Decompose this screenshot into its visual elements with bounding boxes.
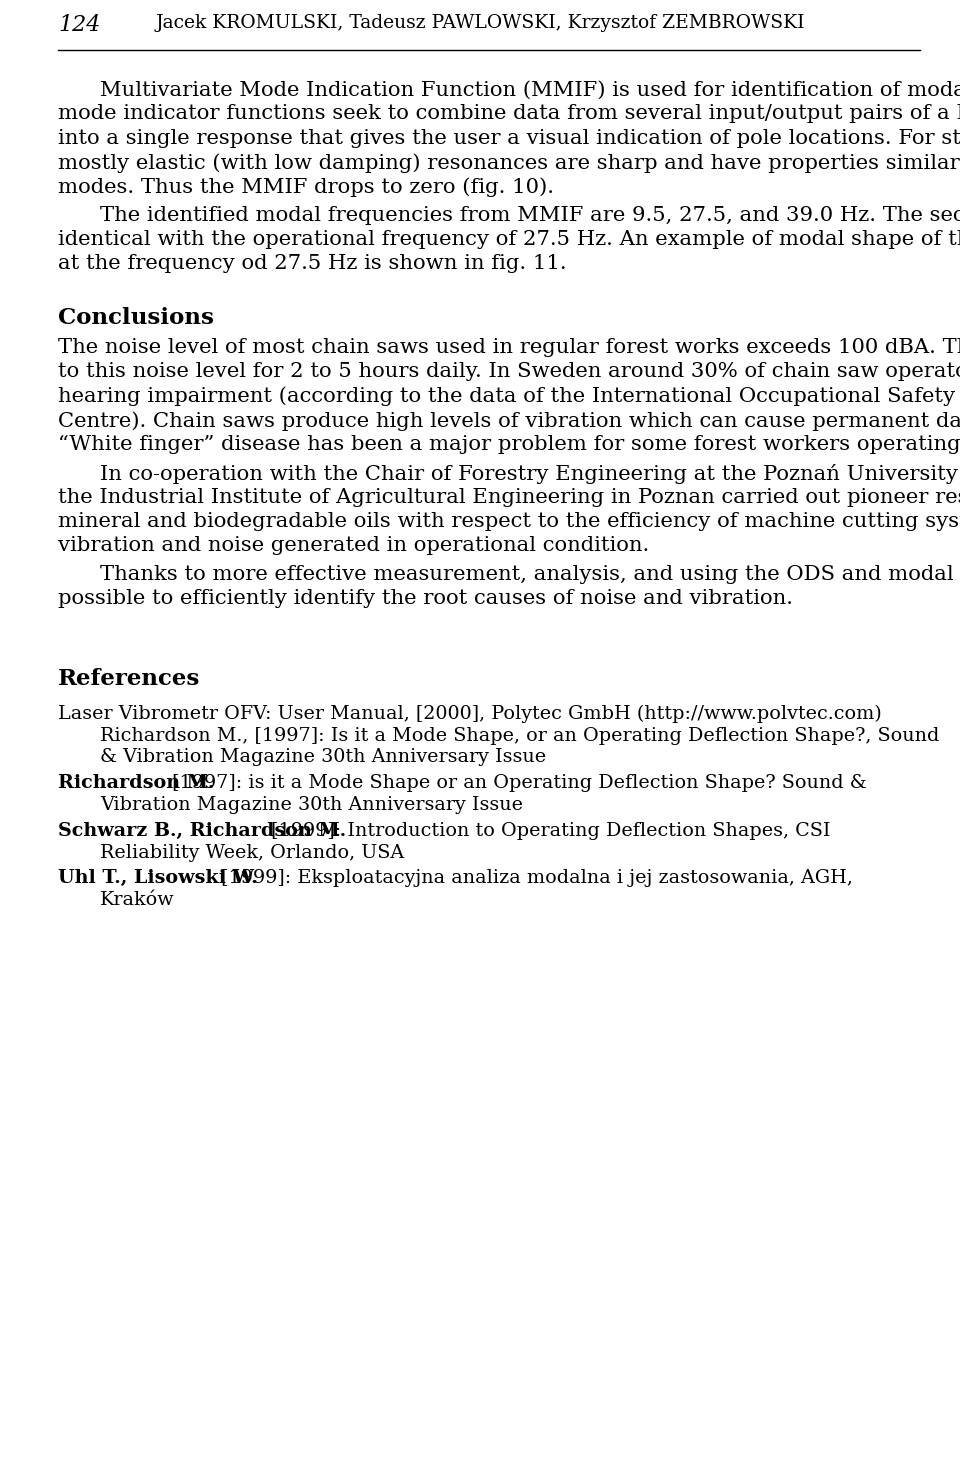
Text: Thanks to more effective measurement, analysis, and using the ODS and modal tech: Thanks to more effective measurement, an… — [100, 565, 960, 584]
Text: Multivariate Mode Indication Function (MMIF) is used for identification of modal: Multivariate Mode Indication Function (M… — [100, 79, 960, 100]
Text: Richardson M., [1997]: Is it a Mode Shape, or an Operating Deflection Shape?, So: Richardson M., [1997]: Is it a Mode Shap… — [100, 727, 940, 744]
Text: [1999]: Eksploatacyjna analiza modalna i jej zastosowania, AGH,: [1999]: Eksploatacyjna analiza modalna i… — [215, 869, 853, 887]
Text: Richardson M.: Richardson M. — [58, 774, 214, 793]
Text: [1997]: is it a Mode Shape or an Operating Deflection Shape? Sound &: [1997]: is it a Mode Shape or an Operati… — [166, 774, 866, 793]
Text: Kraków: Kraków — [100, 891, 175, 909]
Text: In co-operation with the Chair of Forestry Engineering at the Poznań University : In co-operation with the Chair of Forest… — [100, 463, 960, 484]
Text: identical with the operational frequency of 27.5 Hz. An example of modal shape o: identical with the operational frequency… — [58, 229, 960, 249]
Text: Jacek KROMULSKI, Tadeusz PAWLOWSKI, Krzysztof ZEMBROWSKI: Jacek KROMULSKI, Tadeusz PAWLOWSKI, Krzy… — [156, 15, 804, 32]
Text: Vibration Magazine 30th Anniversary Issue: Vibration Magazine 30th Anniversary Issu… — [100, 796, 523, 813]
Text: The noise level of most chain saws used in regular forest works exceeds 100 dBA.: The noise level of most chain saws used … — [58, 338, 960, 357]
Text: vibration and noise generated in operational condition.: vibration and noise generated in operati… — [58, 537, 649, 556]
Text: Centre). Chain saws produce high levels of vibration which can cause permanent d: Centre). Chain saws produce high levels … — [58, 410, 960, 431]
Text: mostly elastic (with low damping) resonances are sharp and have properties simil: mostly elastic (with low damping) resona… — [58, 153, 960, 172]
Text: to this noise level for 2 to 5 hours daily. In Sweden around 30% of chain saw op: to this noise level for 2 to 5 hours dai… — [58, 362, 960, 381]
Text: mode indicator functions seek to combine data from several input/output pairs of: mode indicator functions seek to combine… — [58, 104, 960, 124]
Text: References: References — [58, 668, 201, 690]
Text: Uhl T., Lisowski W.: Uhl T., Lisowski W. — [58, 869, 257, 887]
Text: the Industrial Institute of Agricultural Engineering in Poznan carried out pione: the Industrial Institute of Agricultural… — [58, 488, 960, 507]
Text: Laser Vibrometr OFV: User Manual, [2000], Polytec GmbH (http://www.polvtec.com): Laser Vibrometr OFV: User Manual, [2000]… — [58, 705, 881, 722]
Text: Conclusions: Conclusions — [58, 306, 214, 328]
Text: Reliability Week, Orlando, USA: Reliability Week, Orlando, USA — [100, 843, 404, 862]
Text: & Vibration Magazine 30th Anniversary Issue: & Vibration Magazine 30th Anniversary Is… — [100, 749, 546, 766]
Text: into a single response that gives the user a visual indication of pole locations: into a single response that gives the us… — [58, 128, 960, 147]
Text: Schwarz B., Richardson M.: Schwarz B., Richardson M. — [58, 822, 347, 840]
Text: [1999]: Introduction to Operating Deflection Shapes, CSI: [1999]: Introduction to Operating Deflec… — [265, 822, 830, 840]
Text: mineral and biodegradable oils with respect to the efficiency of machine cutting: mineral and biodegradable oils with resp… — [58, 512, 960, 531]
Text: possible to efficiently identify the root causes of noise and vibration.: possible to efficiently identify the roo… — [58, 588, 793, 608]
Text: at the frequency od 27.5 Hz is shown in fig. 11.: at the frequency od 27.5 Hz is shown in … — [58, 254, 566, 274]
Text: hearing impairment (according to the data of the International Occupational Safe: hearing impairment (according to the dat… — [58, 387, 960, 406]
Text: “White finger” disease has been a major problem for some forest workers operatin: “White finger” disease has been a major … — [58, 435, 960, 455]
Text: 124: 124 — [58, 15, 101, 35]
Text: The identified modal frequencies from MMIF are 9.5, 27.5, and 39.0 Hz. The secon: The identified modal frequencies from MM… — [100, 206, 960, 225]
Text: modes. Thus the MMIF drops to zero (fig. 10).: modes. Thus the MMIF drops to zero (fig.… — [58, 178, 554, 197]
